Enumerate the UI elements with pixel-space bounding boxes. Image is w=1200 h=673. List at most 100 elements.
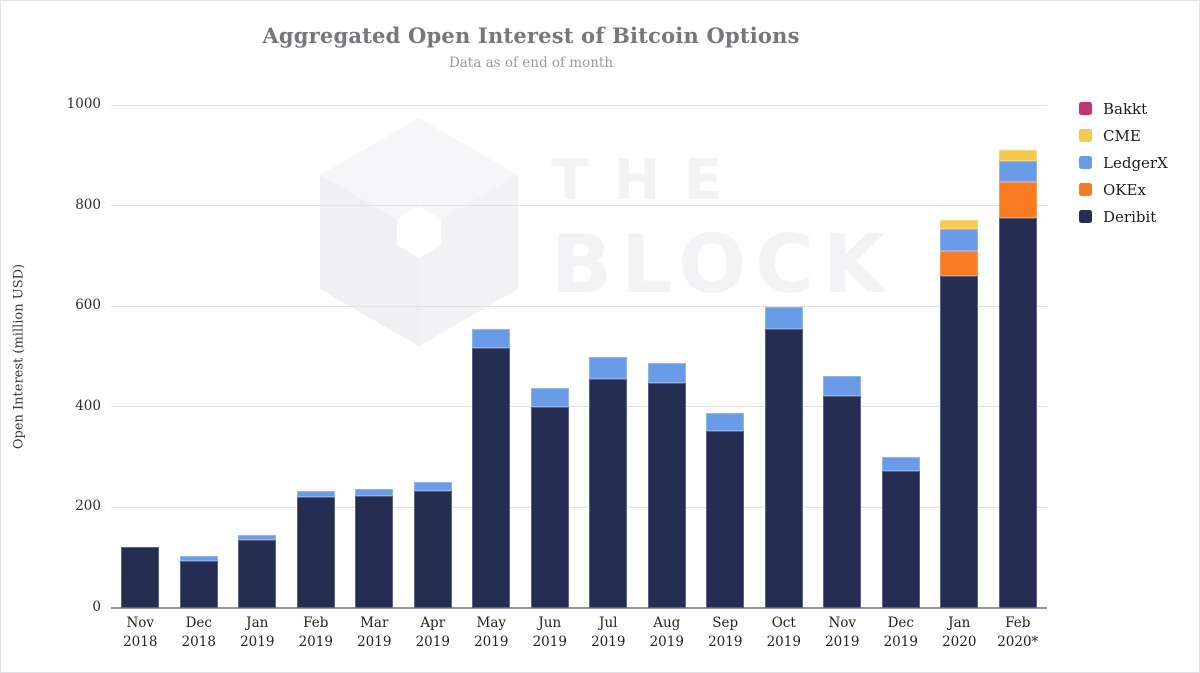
- bar-segment-okex-feb-2020-[interactable]: [998, 181, 1037, 219]
- x-tick-year: 2019: [532, 634, 567, 650]
- bar-segment-deribit-dec-2018[interactable]: [179, 561, 218, 608]
- legend-label: OKEx: [1103, 180, 1146, 199]
- x-tick-month: May: [476, 615, 507, 631]
- legend-item-deribit[interactable]: Deribit: [1079, 203, 1168, 230]
- x-tick-label: Nov 2019: [800, 614, 884, 652]
- x-tick-label: Sep 2019: [683, 614, 767, 652]
- x-tick-year: 2020*: [997, 634, 1039, 650]
- legend: Bakkt CME LedgerX OKEx Deribit: [1079, 95, 1168, 230]
- x-tick-label: Jan 2019: [215, 614, 299, 652]
- bar-segment-ledgerx-jul-2019[interactable]: [589, 357, 628, 380]
- legend-label: Bakkt: [1103, 99, 1148, 118]
- legend-label: LedgerX: [1103, 153, 1168, 172]
- x-tick-year: 2019: [298, 634, 333, 650]
- bar-segment-ledgerx-feb-2020-[interactable]: [998, 161, 1037, 182]
- x-tick-label: Dec 2018: [157, 614, 241, 652]
- legend-item-cme[interactable]: CME: [1079, 122, 1168, 149]
- x-tick-year: 2019: [825, 634, 860, 650]
- legend-swatch-icon: [1079, 183, 1092, 196]
- bar-segment-deribit-jul-2019[interactable]: [589, 379, 628, 608]
- bar-segment-deribit-dec-2019[interactable]: [881, 470, 920, 608]
- chart-subtitle: Data as of end of month: [448, 55, 614, 71]
- bar-segment-ledgerx-sep-2019[interactable]: [706, 413, 745, 432]
- bar-segment-ledgerx-aug-2019[interactable]: [647, 362, 686, 383]
- x-tick-year: 2019: [649, 634, 684, 650]
- x-tick-year: 2019: [708, 634, 743, 650]
- bar-segment-deribit-may-2019[interactable]: [472, 348, 511, 608]
- x-tick-month: Dec: [185, 615, 212, 631]
- bar-segment-ledgerx-nov-2019[interactable]: [823, 375, 862, 396]
- x-tick-label: May 2019: [449, 614, 533, 652]
- y-tick-label: 1000: [66, 96, 101, 112]
- the-block-watermark: THE BLOCK: [319, 117, 894, 347]
- legend-swatch-icon: [1079, 102, 1092, 115]
- bar-segment-deribit-apr-2019[interactable]: [413, 491, 452, 608]
- legend-label: Deribit: [1103, 207, 1157, 226]
- bar-segment-deribit-aug-2019[interactable]: [647, 382, 686, 608]
- y-tick-label: 400: [75, 397, 101, 414]
- bar-segment-ledgerx-jan-2019[interactable]: [238, 534, 277, 541]
- x-tick-label: Dec 2019: [859, 614, 943, 652]
- x-tick-year: 2019: [883, 634, 918, 650]
- bar-segment-ledgerx-oct-2019[interactable]: [764, 307, 803, 330]
- x-tick-year: 2019: [415, 634, 450, 650]
- gridline: [111, 205, 1047, 207]
- gridline: [111, 104, 1047, 106]
- x-tick-year: 2019: [591, 634, 626, 650]
- gridline: [111, 305, 1047, 307]
- x-tick-label: Jul 2019: [566, 614, 650, 652]
- legend-item-ledgerx[interactable]: LedgerX: [1079, 149, 1168, 176]
- y-axis-title: Open Interest (million USD): [11, 263, 27, 450]
- legend-swatch-icon: [1079, 156, 1092, 169]
- bar-segment-deribit-oct-2019[interactable]: [764, 329, 803, 608]
- x-tick-month: Oct: [771, 615, 796, 631]
- x-tick-label: Aug 2019: [625, 614, 709, 652]
- bar-segment-deribit-nov-2019[interactable]: [823, 395, 862, 608]
- bar-segment-deribit-feb-2020-[interactable]: [998, 218, 1037, 608]
- bar-segment-ledgerx-dec-2019[interactable]: [881, 457, 920, 471]
- bar-segment-deribit-feb-2019[interactable]: [296, 497, 335, 608]
- bar-segment-ledgerx-feb-2019[interactable]: [296, 490, 335, 498]
- x-tick-label: Mar 2019: [332, 614, 416, 652]
- x-tick-year: 2019: [474, 634, 509, 650]
- bar-segment-deribit-mar-2019[interactable]: [355, 495, 394, 608]
- y-tick-label: 600: [75, 297, 101, 314]
- bar-segment-deribit-jun-2019[interactable]: [530, 406, 569, 608]
- gridline: [111, 506, 1047, 508]
- bar-segment-okex-jan-2020[interactable]: [940, 250, 979, 276]
- x-tick-label: Jan 2020: [917, 614, 1001, 652]
- bar-segment-deribit-sep-2019[interactable]: [706, 431, 745, 608]
- x-tick-year: 2020: [942, 634, 977, 650]
- y-tick-label: 800: [75, 196, 101, 213]
- bar-segment-ledgerx-apr-2019[interactable]: [413, 481, 452, 492]
- y-tick-label: 200: [75, 498, 101, 515]
- bar-segment-cme-jan-2020[interactable]: [940, 219, 979, 229]
- x-tick-label: Oct 2019: [742, 614, 826, 652]
- bar-segment-cme-feb-2020-[interactable]: [998, 149, 1037, 162]
- x-tick-month: Jul: [599, 615, 618, 631]
- x-tick-month: Aug: [653, 615, 681, 631]
- x-tick-month: Feb: [303, 615, 329, 631]
- x-tick-month: Nov: [828, 615, 857, 631]
- legend-item-okex[interactable]: OKEx: [1079, 176, 1168, 203]
- x-tick-month: Jun: [538, 615, 562, 631]
- x-tick-year: 2019: [766, 634, 801, 650]
- bar-segment-ledgerx-jun-2019[interactable]: [530, 388, 569, 407]
- bar-segment-deribit-jan-2020[interactable]: [940, 276, 979, 608]
- x-tick-label: Jun 2019: [508, 614, 592, 652]
- x-tick-year: 2018: [181, 634, 216, 650]
- bar-segment-ledgerx-dec-2018[interactable]: [179, 555, 218, 562]
- x-tick-month: Apr: [420, 615, 446, 631]
- bar-segment-ledgerx-jan-2020[interactable]: [940, 228, 979, 251]
- the-block-watermark-text: THE BLOCK: [551, 153, 894, 305]
- x-tick-label: Nov 2018: [98, 614, 182, 652]
- bar-segment-ledgerx-may-2019[interactable]: [472, 328, 511, 349]
- x-tick-month: Feb: [1005, 615, 1031, 631]
- bar-segment-ledgerx-mar-2019[interactable]: [355, 488, 394, 496]
- x-tick-label: Feb 2019: [274, 614, 358, 652]
- legend-item-bakkt[interactable]: Bakkt: [1079, 95, 1168, 122]
- x-tick-month: Dec: [887, 615, 914, 631]
- bar-segment-deribit-jan-2019[interactable]: [238, 540, 277, 608]
- bar-segment-deribit-nov-2018[interactable]: [121, 546, 160, 608]
